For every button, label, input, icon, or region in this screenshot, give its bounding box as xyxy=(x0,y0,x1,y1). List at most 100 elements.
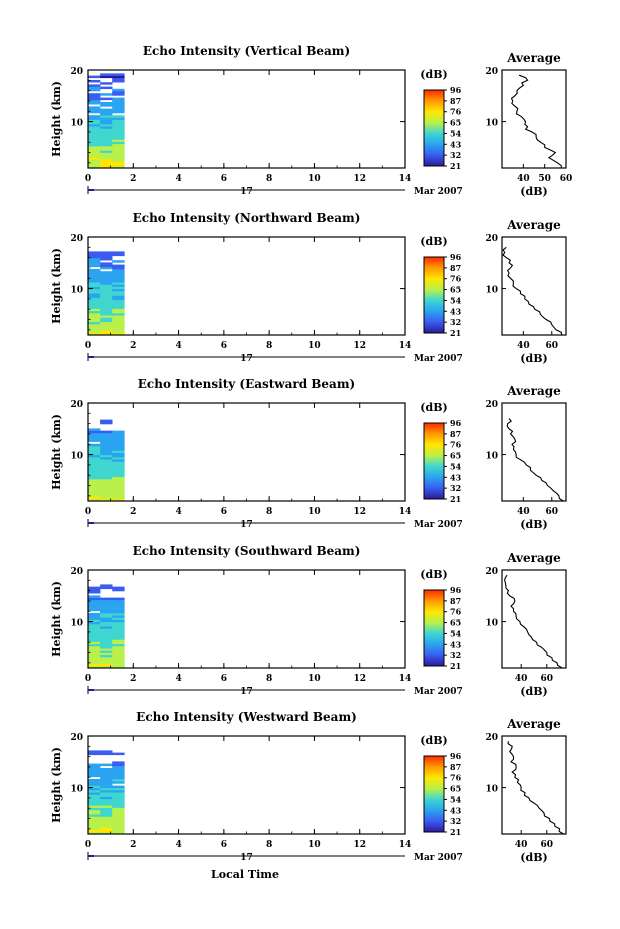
heatmap-cell xyxy=(100,258,113,261)
heatmap-cell xyxy=(88,628,101,631)
heatmap-cell xyxy=(100,654,113,658)
heatmap-cell xyxy=(100,781,113,784)
heatmap-cell xyxy=(100,157,113,160)
heatmap-cell xyxy=(112,324,125,327)
heatmap-cell xyxy=(100,295,113,298)
heatmap-cell xyxy=(112,624,125,627)
heatmap-cell xyxy=(100,135,113,138)
heatmap-cell xyxy=(112,119,125,123)
heatmap-cell xyxy=(100,75,113,79)
y-tick-label: 10 xyxy=(70,286,83,296)
colorbar-unit-label: (dB) xyxy=(420,734,447,747)
heatmap-cell xyxy=(100,124,113,127)
heatmap-cell xyxy=(100,643,113,647)
heatmap-cell xyxy=(88,474,101,478)
heatmap-cell xyxy=(100,487,113,491)
heatmap-cell xyxy=(100,251,113,254)
heatmap-cell xyxy=(100,253,113,257)
heatmap-cell xyxy=(100,143,113,147)
heatmap-cell xyxy=(88,439,101,442)
x-tick-label: 6 xyxy=(221,341,227,351)
heatmap-cell xyxy=(112,269,125,272)
profile-line xyxy=(502,246,563,336)
heatmap-cell xyxy=(100,615,113,618)
profile-x-tick-label: 40 xyxy=(517,507,530,517)
heatmap-cell xyxy=(100,792,113,795)
x-tick-label: 10 xyxy=(308,174,321,184)
y-axis-label: Height (km) xyxy=(50,81,63,157)
profile-frame xyxy=(501,236,567,336)
heatmap-cell xyxy=(112,635,125,638)
heatmap-cell xyxy=(112,792,125,795)
heatmap-cell xyxy=(88,801,101,804)
heatmap-cell xyxy=(88,621,101,625)
heatmap-cell xyxy=(112,630,125,634)
colorbar-tick-label: 65 xyxy=(450,784,461,794)
heatmap-cell xyxy=(88,253,101,257)
heatmap-cell xyxy=(100,807,113,811)
heatmap-cell xyxy=(88,286,101,290)
profile-x-tick-label: 50 xyxy=(538,174,551,184)
heatmap-cell xyxy=(100,104,113,107)
heatmap-cell xyxy=(100,621,113,625)
profile-title: Average xyxy=(506,218,561,232)
x-tick-label: 12 xyxy=(353,840,366,850)
heatmap-cell xyxy=(88,306,101,309)
heatmap-cell xyxy=(88,295,101,298)
heatmap-cell xyxy=(112,137,125,140)
heatmap-cells xyxy=(88,73,125,169)
heatmap-cell xyxy=(100,277,113,281)
heatmap-cell xyxy=(112,110,125,114)
profile-x-tick-label: 60 xyxy=(546,507,559,517)
heatmap-cell xyxy=(112,282,125,285)
heatmap-cell xyxy=(100,419,113,423)
heatmap-cell xyxy=(112,302,125,305)
heatmap-cell xyxy=(100,163,113,167)
heatmap-cell xyxy=(100,663,113,667)
heatmap-cell xyxy=(100,779,113,782)
heatmap-cell xyxy=(112,818,125,822)
heatmap-cell xyxy=(112,490,125,493)
heatmap-cell xyxy=(100,435,113,438)
heatmap-cell xyxy=(100,159,113,162)
heatmap-cell xyxy=(88,165,101,169)
heatmap-cell xyxy=(88,496,101,500)
heatmap-cell xyxy=(88,492,101,495)
heatmap-cell xyxy=(88,763,101,767)
heatmap-cell xyxy=(88,277,101,281)
x-tick-label: 14 xyxy=(399,341,412,351)
heatmap-cell xyxy=(100,304,113,307)
profile-y-tick-label: 10 xyxy=(485,119,498,129)
heatmap-cell xyxy=(100,774,113,778)
heatmap-cell xyxy=(88,635,101,638)
heatmap-cell xyxy=(112,474,125,478)
heatmap-cell xyxy=(88,665,101,669)
heatmap-cell xyxy=(100,280,113,283)
heatmap-cell xyxy=(112,752,125,756)
heatmap-cell xyxy=(88,463,101,467)
y-tick-label: 20 xyxy=(70,67,83,77)
heatmap-cell xyxy=(100,801,113,804)
heatmap-cell xyxy=(112,586,125,590)
heatmap-cell xyxy=(100,481,113,484)
profile-frame xyxy=(501,69,567,169)
heatmap-cell xyxy=(88,264,101,268)
heatmap-cell xyxy=(112,809,125,813)
heatmap-cell xyxy=(88,324,101,327)
heatmap-cell xyxy=(100,825,113,828)
heatmap-cell xyxy=(100,293,113,296)
heatmap-cell xyxy=(88,630,101,634)
colorbar-tick-label: 96 xyxy=(450,418,462,428)
heatmap-cell xyxy=(100,752,113,756)
heatmap-cell xyxy=(112,807,125,811)
colorbar-tick-label: 54 xyxy=(450,794,462,804)
heatmap-cell xyxy=(100,597,113,601)
heatmap-cell xyxy=(88,130,101,134)
colorbar-tick-label: 43 xyxy=(450,472,462,482)
x-tick-label: 0 xyxy=(85,507,91,517)
heatmap-cell xyxy=(112,831,125,835)
heatmap-cell xyxy=(100,126,113,129)
x-tick-label: 0 xyxy=(85,674,91,684)
heatmap-cell xyxy=(88,150,101,153)
heatmap-cell xyxy=(112,798,125,802)
